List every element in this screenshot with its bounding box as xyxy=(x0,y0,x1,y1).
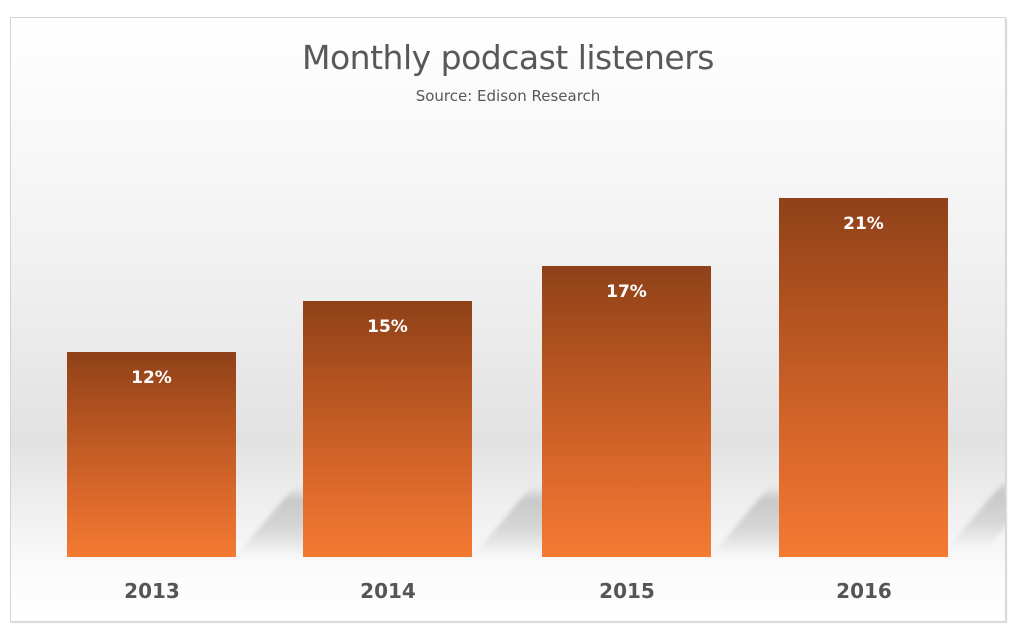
x-axis-label-2016: 2016 xyxy=(836,579,892,603)
bar-value-label: 21% xyxy=(843,214,884,234)
bar-value-label: 17% xyxy=(606,282,647,302)
chart-frame: Monthly podcast listeners Source: Edison… xyxy=(10,17,1006,622)
chart-title: Monthly podcast listeners xyxy=(302,38,714,77)
bar-2016: 21% xyxy=(779,198,948,557)
bar-value-label: 15% xyxy=(367,317,408,337)
bar-value-label: 12% xyxy=(131,368,172,388)
x-axis-label-2014: 2014 xyxy=(360,579,416,603)
chart-subtitle: Source: Edison Research xyxy=(415,87,601,105)
x-axis-label-2013: 2013 xyxy=(124,579,180,603)
x-axis-label-2015: 2015 xyxy=(599,579,655,603)
bar-2014: 15% xyxy=(303,301,472,557)
bar-2013: 12% xyxy=(67,352,236,557)
bar-2015: 17% xyxy=(542,266,711,557)
bar-shadow xyxy=(948,478,1005,548)
